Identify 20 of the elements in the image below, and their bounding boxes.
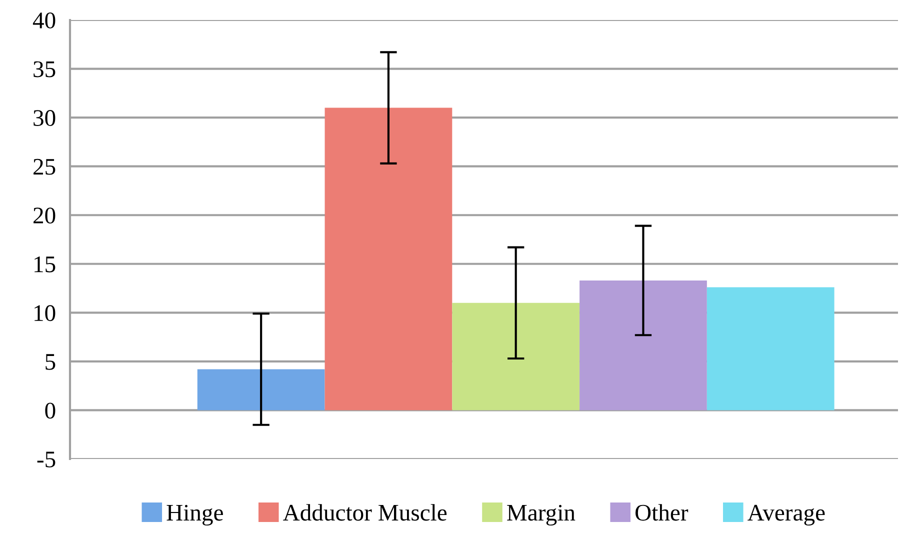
y-tick-label: 25 (34, 158, 56, 175)
y-tick-label: 5 (46, 354, 56, 370)
legend-label: Adductor Muscle (283, 504, 447, 521)
y-tick-label: 0 (45, 402, 56, 419)
legend-label: Other (636, 504, 688, 521)
bar (580, 280, 707, 410)
y-tick-label: 30 (34, 110, 56, 126)
bar (197, 369, 325, 410)
y-tick-label: -5 (37, 452, 56, 468)
legend-label: Margin (507, 504, 576, 526)
y-tick-label: 10 (34, 305, 56, 322)
y-tick-label: 20 (34, 208, 56, 224)
y-tick-label: 40 (32, 12, 56, 28)
y-tick-label: 35 (34, 61, 56, 78)
legend-label: Hinge (166, 504, 223, 526)
bar (324, 108, 452, 410)
y-tick-label: 15 (34, 256, 56, 272)
bar (452, 302, 580, 410)
bar (706, 287, 834, 410)
legend-label: Average (748, 504, 825, 526)
